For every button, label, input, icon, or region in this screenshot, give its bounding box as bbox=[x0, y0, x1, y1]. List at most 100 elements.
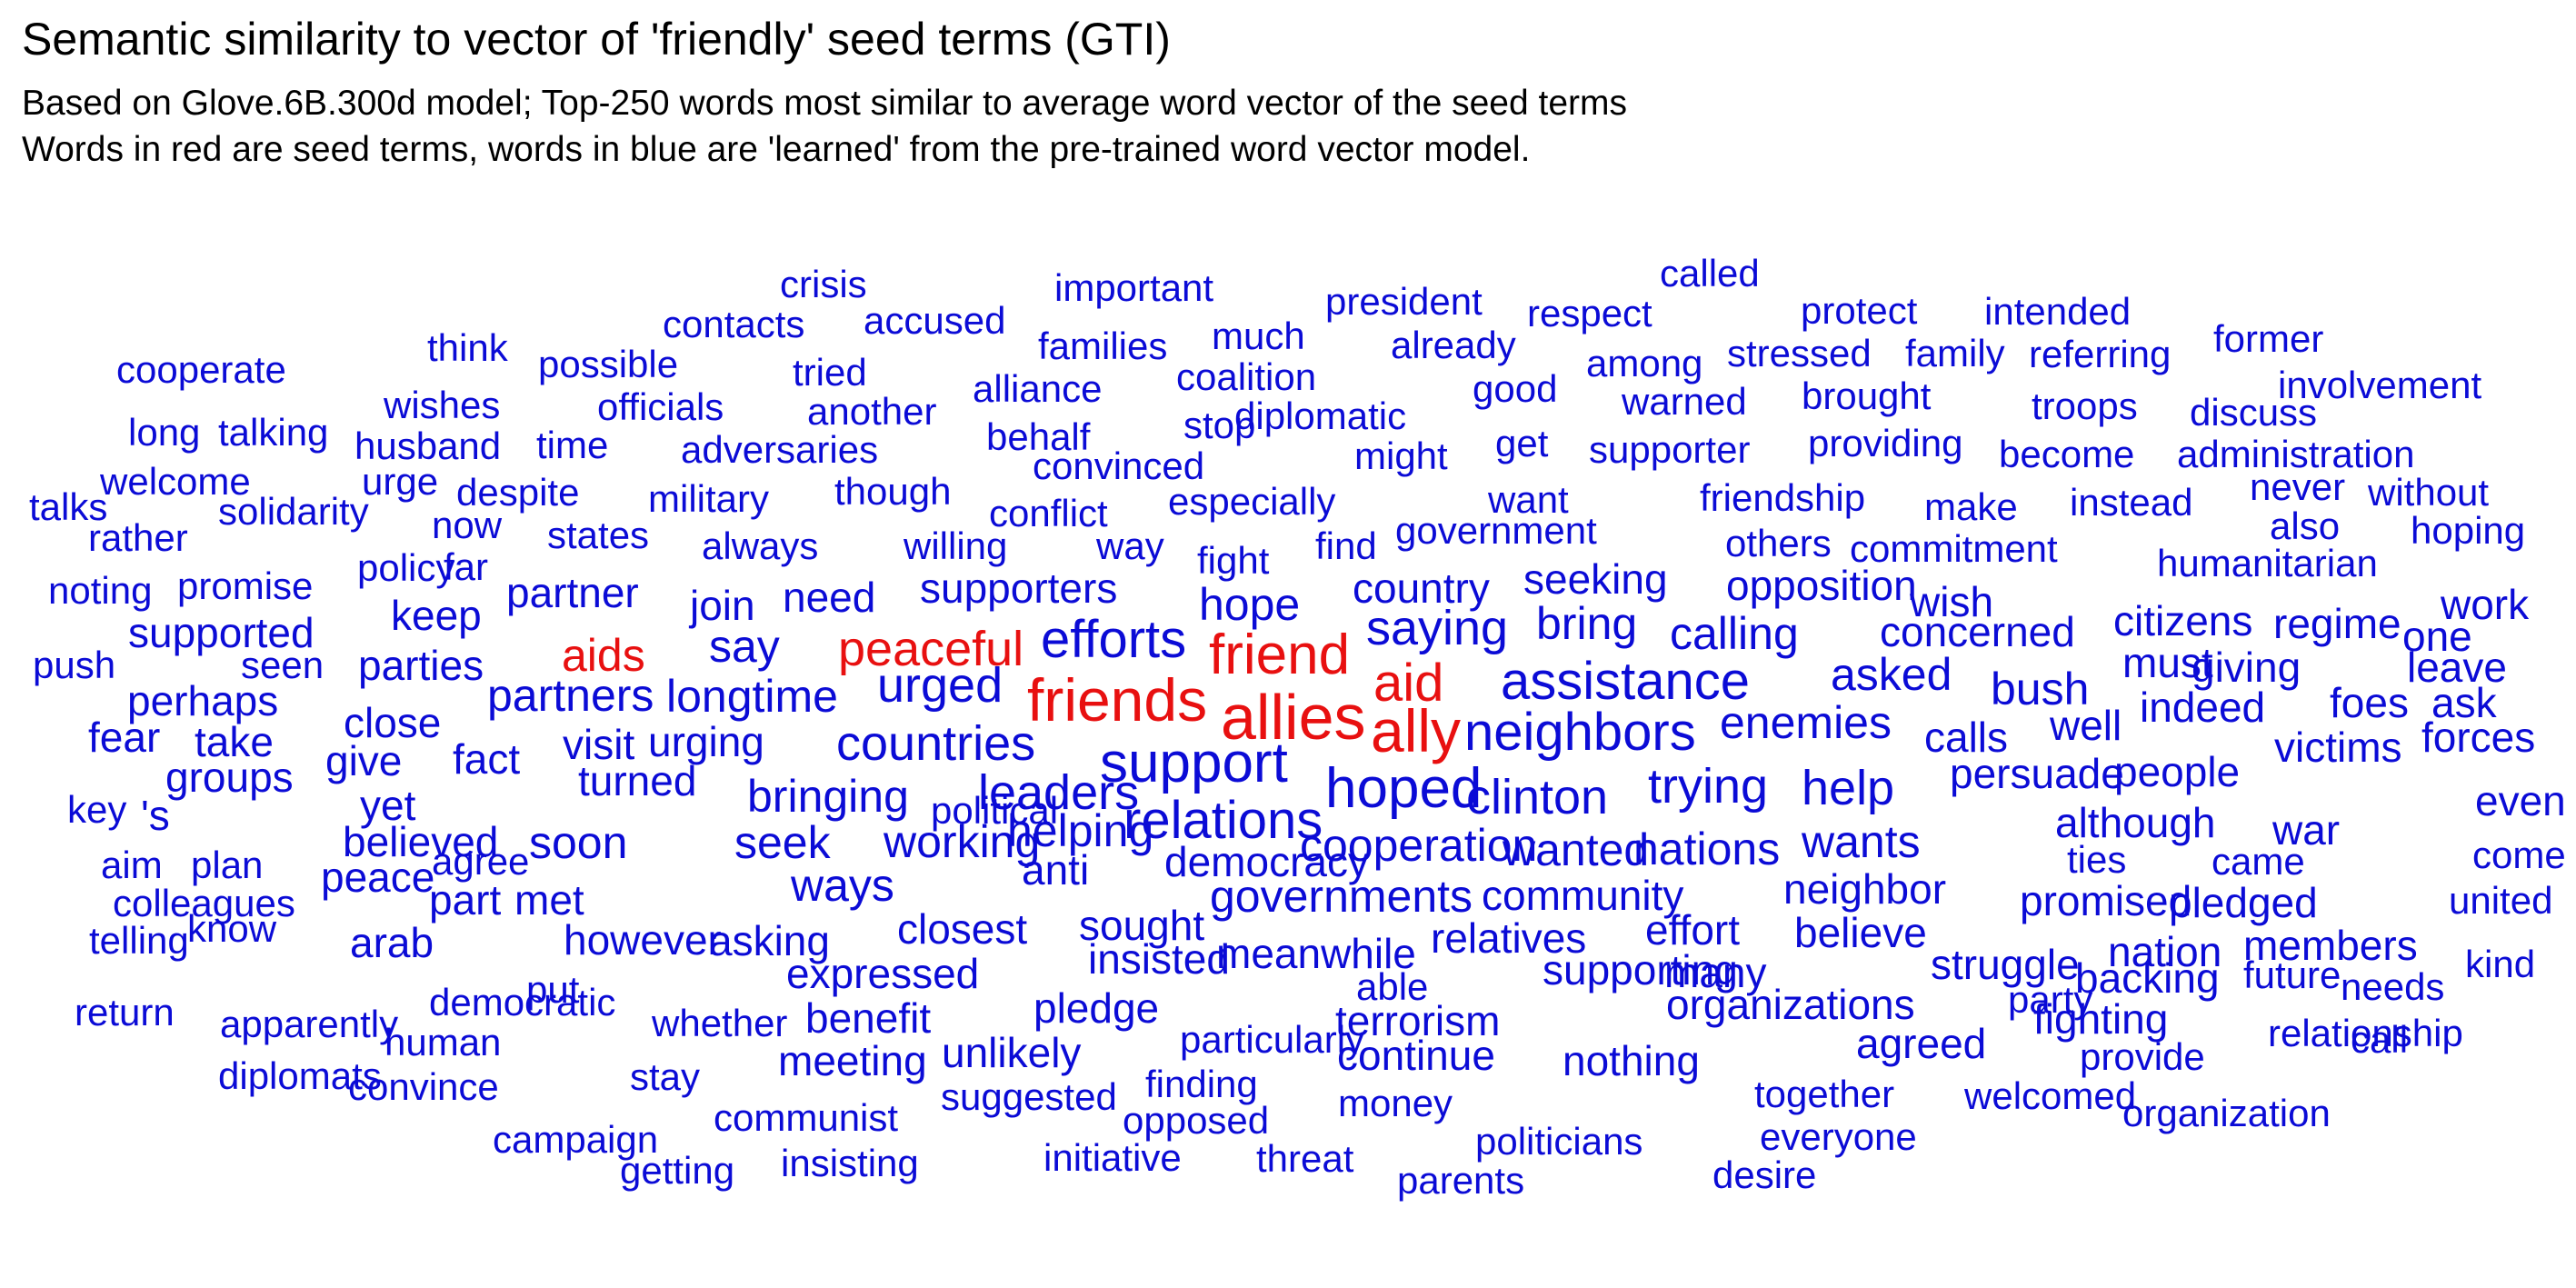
learned-word: possible bbox=[538, 343, 679, 385]
learned-word: fear bbox=[88, 714, 161, 761]
learned-word: believed bbox=[343, 818, 499, 865]
learned-word: efforts bbox=[1041, 610, 1187, 669]
learned-word: needs bbox=[2341, 965, 2445, 1008]
learned-word: insisted bbox=[1088, 935, 1230, 983]
learned-word: one bbox=[2402, 613, 2472, 660]
learned-word: time bbox=[536, 424, 609, 466]
learned-word: talks bbox=[29, 485, 108, 528]
learned-word: longtime bbox=[666, 671, 838, 722]
learned-word: must bbox=[2122, 639, 2213, 686]
learned-word: assistance bbox=[1501, 652, 1751, 711]
learned-word: cooperate bbox=[116, 348, 286, 391]
learned-word: partners bbox=[487, 670, 654, 721]
learned-word: concerned bbox=[1880, 608, 2075, 655]
learned-word: war bbox=[2272, 806, 2341, 854]
learned-word: persuade bbox=[1950, 750, 2124, 797]
learned-word: trying bbox=[1648, 759, 1769, 814]
learned-word: getting bbox=[620, 1149, 735, 1192]
learned-word: nations bbox=[1633, 824, 1781, 874]
learned-word: talking bbox=[218, 411, 329, 454]
learned-word: friendship bbox=[1700, 476, 1866, 519]
learned-word: among bbox=[1586, 342, 1703, 384]
learned-word: troops bbox=[2032, 384, 2138, 427]
learned-word: suggested bbox=[941, 1075, 1117, 1118]
learned-word: states bbox=[547, 514, 650, 556]
learned-word: opposition bbox=[1726, 562, 1917, 609]
learned-word: together bbox=[1754, 1073, 1895, 1115]
learned-word: everyone bbox=[1760, 1115, 1917, 1158]
learned-word: far bbox=[444, 545, 489, 588]
learned-word: enemies bbox=[1720, 697, 1892, 748]
learned-word: important bbox=[1054, 266, 1214, 309]
learned-word: seek bbox=[734, 817, 831, 868]
learned-word: agree bbox=[432, 840, 530, 883]
learned-word: plan bbox=[191, 844, 264, 886]
learned-word: involvement bbox=[2278, 364, 2482, 406]
learned-word: bush bbox=[1991, 664, 2090, 714]
learned-word: cooperation bbox=[1300, 820, 1538, 871]
learned-word: seeking bbox=[1523, 555, 1668, 603]
learned-word: accused bbox=[864, 299, 1006, 342]
learned-word: terrorism bbox=[1335, 997, 1501, 1044]
learned-word: fight bbox=[1197, 539, 1270, 582]
learned-word: democratic bbox=[429, 981, 616, 1023]
learned-word: benefit bbox=[805, 994, 932, 1042]
learned-word: clinton bbox=[1466, 770, 1609, 824]
learned-word: close bbox=[344, 699, 442, 746]
learned-word: members bbox=[2243, 922, 2418, 969]
learned-word: however bbox=[564, 916, 722, 964]
learned-word: ties bbox=[2067, 838, 2127, 881]
learned-word: democracy bbox=[1164, 838, 1369, 885]
learned-word: neighbors bbox=[1464, 703, 1696, 762]
learned-word: others bbox=[1725, 522, 1832, 564]
learned-word: though bbox=[834, 470, 952, 513]
learned-word: even bbox=[2475, 777, 2566, 824]
learned-word: instead bbox=[2070, 481, 2193, 524]
learned-word: people bbox=[2114, 748, 2241, 795]
learned-word: families bbox=[1038, 324, 1168, 367]
learned-word: solidarity bbox=[218, 490, 369, 533]
learned-word: take bbox=[195, 718, 274, 765]
learned-word: sought bbox=[1079, 902, 1205, 949]
learned-word: come bbox=[2472, 834, 2566, 876]
learned-word: unlikely bbox=[942, 1029, 1082, 1076]
learned-word: asked bbox=[1831, 649, 1952, 700]
learned-word: expressed bbox=[786, 950, 980, 997]
learned-word: working bbox=[884, 816, 1041, 867]
learned-word: apparently bbox=[220, 1003, 399, 1045]
learned-word: wishes bbox=[384, 384, 501, 426]
learned-word: victims bbox=[2274, 724, 2402, 771]
learned-word: get bbox=[1495, 422, 1549, 464]
learned-word: particularly bbox=[1180, 1018, 1365, 1061]
learned-word: husband bbox=[354, 424, 502, 467]
learned-word: money bbox=[1338, 1082, 1453, 1124]
seed-term-word: aids bbox=[562, 630, 645, 681]
learned-word: providing bbox=[1808, 422, 1963, 464]
learned-word: provide bbox=[2080, 1035, 2205, 1078]
learned-word: yet bbox=[360, 782, 416, 829]
learned-word: return bbox=[75, 991, 175, 1033]
learned-word: hoping bbox=[2411, 509, 2526, 552]
learned-word: especially bbox=[1168, 480, 1336, 523]
learned-word: turned bbox=[578, 757, 697, 804]
learned-word: part bbox=[429, 876, 502, 924]
learned-word: think bbox=[427, 326, 508, 369]
learned-word: saying bbox=[1366, 601, 1509, 655]
learned-word: fact bbox=[453, 735, 521, 783]
learned-word: join bbox=[690, 582, 755, 629]
learned-word: policy bbox=[357, 546, 455, 589]
learned-word: stop bbox=[1183, 404, 1256, 446]
learned-word: behalf bbox=[986, 415, 1091, 458]
learned-word: ask bbox=[2431, 679, 2497, 726]
learned-word: good bbox=[1473, 367, 1558, 410]
learned-word: former bbox=[2213, 317, 2324, 360]
learned-word: respect bbox=[1527, 292, 1652, 334]
learned-word: human bbox=[384, 1021, 502, 1063]
learned-word: believe bbox=[1794, 909, 1927, 956]
learned-word: helping bbox=[1007, 805, 1154, 856]
learned-word: need bbox=[783, 574, 876, 621]
learned-word: kind bbox=[2465, 943, 2536, 985]
learned-word: aim bbox=[101, 844, 163, 886]
learned-word: alliance bbox=[973, 367, 1103, 410]
